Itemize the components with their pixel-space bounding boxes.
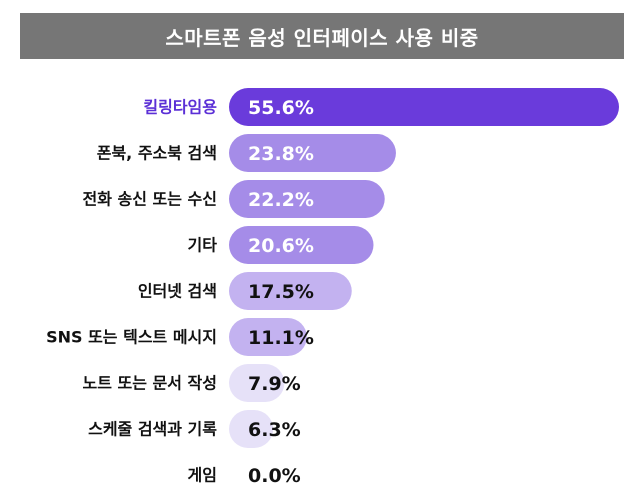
category-label: 킬링타임용 [143, 98, 217, 117]
category-label: 게임 [188, 466, 217, 485]
value-label: 22.2% [248, 189, 314, 211]
bar-2 [229, 180, 385, 218]
category-label: 인터넷 검색 [138, 282, 217, 301]
value-label: 55.6% [248, 97, 314, 119]
bar-4 [229, 272, 352, 310]
chart-title: 스마트폰 음성 인터페이스 사용 비중 [165, 25, 479, 50]
category-label: 전화 송신 또는 수신 [83, 190, 217, 209]
category-label: 노트 또는 문서 작성 [83, 374, 217, 393]
category-label: SNS 또는 텍스트 메시지 [46, 328, 217, 347]
bar-3 [229, 226, 374, 264]
category-label: 기타 [188, 236, 218, 255]
bar-5 [229, 318, 307, 356]
bar-1 [229, 134, 396, 172]
value-label: 0.0% [248, 465, 301, 487]
chart-title-bar: 스마트폰 음성 인터페이스 사용 비중 [20, 13, 624, 59]
category-label: 폰북, 주소북 검색 [97, 144, 217, 163]
bar-6 [229, 364, 285, 402]
value-label: 6.3% [248, 419, 301, 441]
category-label: 스케줄 검색과 기록 [88, 420, 217, 439]
value-label: 20.6% [248, 235, 314, 257]
value-label: 7.9% [248, 373, 301, 395]
bar-7 [229, 410, 274, 448]
value-label: 11.1% [248, 327, 314, 349]
bar-0 [229, 88, 619, 126]
value-label: 17.5% [248, 281, 314, 303]
value-label: 23.8% [248, 143, 314, 165]
